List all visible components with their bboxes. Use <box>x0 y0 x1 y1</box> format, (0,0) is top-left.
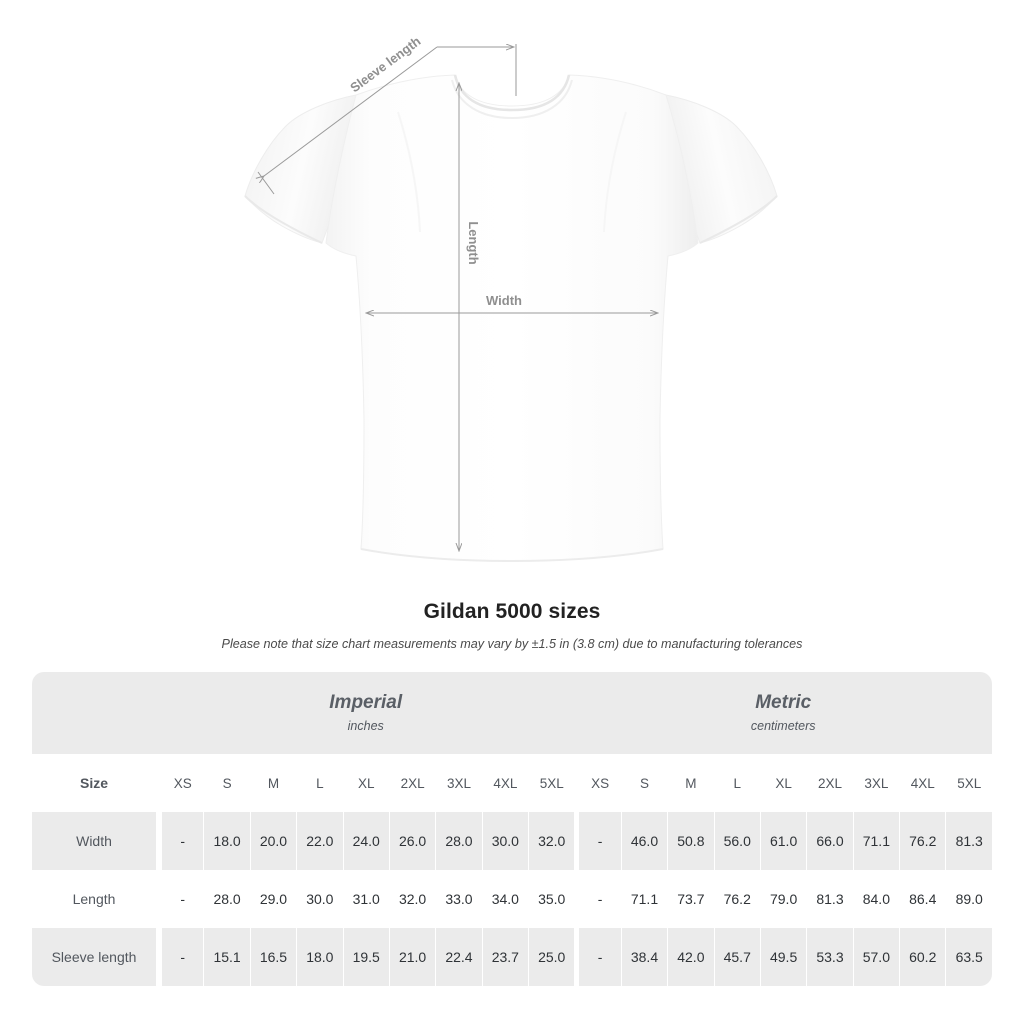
row-label-width: Width <box>32 812 158 870</box>
size-column-header-4xl: 4XL <box>481 754 529 812</box>
cell-width-metric-l: 56.0 <box>713 812 760 870</box>
cell-length-imperial-xl: 31.0 <box>342 870 389 928</box>
cell-width-imperial-3xl: 28.0 <box>435 812 482 870</box>
cell-width-imperial-xs: - <box>157 812 204 870</box>
cell-length-metric-4xl: 86.4 <box>899 870 946 928</box>
tshirt-diagram: Sleeve length Length Width <box>244 33 778 563</box>
cell-length-imperial-s: 28.0 <box>203 870 250 928</box>
cell-width-metric-m: 50.8 <box>667 812 714 870</box>
size-column-header-xl: XL <box>342 754 389 812</box>
size-column-header-l: L <box>296 754 343 812</box>
cell-sleeve-length-imperial-xl: 19.5 <box>342 928 389 986</box>
cell-length-metric-l: 76.2 <box>713 870 760 928</box>
cell-length-imperial-m: 29.0 <box>249 870 297 928</box>
sleeve-length-dimension <box>258 44 517 195</box>
cell-sleeve-length-imperial-4xl: 23.7 <box>481 928 529 986</box>
cell-length-metric-s: 71.1 <box>620 870 668 928</box>
unit-group-header-imperial: Imperial inches <box>157 672 575 754</box>
cell-sleeve-length-imperial-m: 16.5 <box>249 928 297 986</box>
cell-sleeve-length-metric-l: 45.7 <box>713 928 760 986</box>
cell-width-imperial-m: 20.0 <box>249 812 297 870</box>
unit-group-sub: centimeters <box>750 719 816 733</box>
size-header-label: Size <box>32 754 158 812</box>
size-column-header-xs: XS <box>574 754 621 812</box>
width-label: Width <box>486 293 522 308</box>
cell-sleeve-length-metric-m: 42.0 <box>667 928 714 986</box>
row-label-sleeve-length: Sleeve length <box>32 928 158 986</box>
cell-length-imperial-xs: - <box>157 870 204 928</box>
size-column-header-xl: XL <box>759 754 807 812</box>
size-column-header-4xl: 4XL <box>899 754 946 812</box>
length-label: Length <box>466 221 481 264</box>
size-column-header-s: S <box>203 754 250 812</box>
cell-sleeve-length-imperial-s: 15.1 <box>203 928 250 986</box>
cell-width-metric-4xl: 76.2 <box>899 812 946 870</box>
chart-heading-block: Gildan 5000 sizes Please note that size … <box>0 598 1024 652</box>
cell-length-metric-5xl: 89.0 <box>945 870 992 928</box>
table-row: Sleeve length -15.1 16.5 18.0 19.5 21.0 22.4 23… <box>32 928 992 986</box>
cell-length-imperial-3xl: 33.0 <box>435 870 482 928</box>
cell-length-metric-xs: - <box>574 870 621 928</box>
unit-group-name: Imperial <box>329 692 403 713</box>
size-chart-table: Imperial inches Metric centimeters Size XS S M L… <box>32 672 992 986</box>
cell-sleeve-length-imperial-3xl: 22.4 <box>435 928 482 986</box>
size-header-row: Size XS S M L XL 2XL 3XL 4XL 5XL XS S M L XL 2XL 3XL 4XL 5… <box>32 754 992 812</box>
garment-shape <box>244 74 778 563</box>
tolerance-note: Please note that size chart measurements… <box>221 637 803 651</box>
cell-sleeve-length-imperial-xs: - <box>157 928 204 986</box>
size-column-header-5xl: 5XL <box>945 754 992 812</box>
cell-sleeve-length-metric-3xl: 57.0 <box>852 928 900 986</box>
cell-width-imperial-2xl: 26.0 <box>388 812 436 870</box>
size-column-header-xs: XS <box>157 754 204 812</box>
size-column-header-m: M <box>667 754 714 812</box>
page-title: Gildan 5000 sizes <box>423 600 601 623</box>
cell-sleeve-length-metric-4xl: 60.2 <box>899 928 946 986</box>
size-column-header-3xl: 3XL <box>435 754 482 812</box>
unit-group-name: Metric <box>755 692 812 713</box>
cell-sleeve-length-imperial-l: 18.0 <box>296 928 343 986</box>
cell-sleeve-length-metric-2xl: 53.3 <box>806 928 853 986</box>
table-row: Width -18.0 20.0 22.0 24.0 26.0 28.0 30.0 32.0-4… <box>32 812 992 870</box>
unit-group-sub: inches <box>347 719 384 733</box>
cell-width-metric-s: 46.0 <box>620 812 668 870</box>
cell-length-imperial-l: 30.0 <box>296 870 343 928</box>
cell-width-metric-2xl: 66.0 <box>806 812 853 870</box>
unit-group-header-metric: Metric centimeters <box>574 672 992 754</box>
size-column-header-l: L <box>713 754 760 812</box>
cell-length-imperial-4xl: 34.0 <box>481 870 529 928</box>
size-column-header-s: S <box>620 754 668 812</box>
cell-width-metric-xs: - <box>574 812 621 870</box>
cell-width-imperial-5xl: 32.0 <box>528 812 575 870</box>
cell-length-metric-2xl: 81.3 <box>806 870 853 928</box>
row-label-length: Length <box>32 870 158 928</box>
cell-sleeve-length-metric-xl: 49.5 <box>759 928 807 986</box>
size-column-header-2xl: 2XL <box>806 754 853 812</box>
cell-width-imperial-l: 22.0 <box>296 812 343 870</box>
size-column-header-3xl: 3XL <box>852 754 900 812</box>
cell-sleeve-length-imperial-5xl: 25.0 <box>528 928 575 986</box>
cell-width-imperial-xl: 24.0 <box>342 812 389 870</box>
size-column-header-2xl: 2XL <box>388 754 436 812</box>
cell-width-metric-3xl: 71.1 <box>852 812 900 870</box>
size-column-header-5xl: 5XL <box>528 754 575 812</box>
cell-length-imperial-5xl: 35.0 <box>528 870 575 928</box>
cell-width-imperial-4xl: 30.0 <box>481 812 529 870</box>
cell-width-metric-5xl: 81.3 <box>945 812 992 870</box>
cell-sleeve-length-imperial-2xl: 21.0 <box>388 928 436 986</box>
size-chart-table-wrapper: Imperial inches Metric centimeters Size XS S M L… <box>32 672 992 986</box>
cell-length-metric-xl: 79.0 <box>759 870 807 928</box>
cell-width-imperial-s: 18.0 <box>203 812 250 870</box>
cell-sleeve-length-metric-s: 38.4 <box>620 928 668 986</box>
size-column-header-m: M <box>249 754 297 812</box>
banner-spacer <box>32 672 158 754</box>
cell-length-metric-m: 73.7 <box>667 870 714 928</box>
tshirt-illustration: Sleeve length Length Width <box>244 33 778 563</box>
cell-width-metric-xl: 61.0 <box>759 812 807 870</box>
cell-length-imperial-2xl: 32.0 <box>388 870 436 928</box>
table-row: Length -28.0 29.0 30.0 31.0 32.0 33.0 34.0 35.0-… <box>32 870 992 928</box>
cell-sleeve-length-metric-xs: - <box>574 928 621 986</box>
unit-banner-row: Imperial inches Metric centimeters <box>32 672 992 754</box>
cell-sleeve-length-metric-5xl: 63.5 <box>945 928 992 986</box>
cell-length-metric-3xl: 84.0 <box>852 870 900 928</box>
